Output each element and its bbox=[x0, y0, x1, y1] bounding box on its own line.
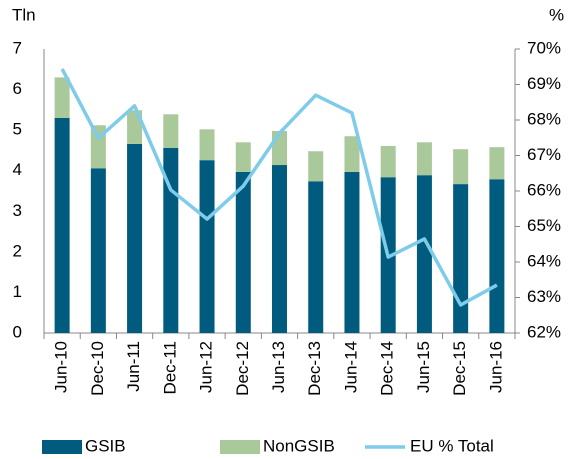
legend-label: EU % Total bbox=[410, 436, 494, 455]
bar-segment bbox=[54, 77, 70, 118]
x-tick-label: Dec-12 bbox=[233, 341, 252, 396]
bar-segment bbox=[235, 171, 251, 333]
bar-segment bbox=[416, 142, 432, 176]
bar-segment bbox=[344, 171, 360, 333]
x-tick-label: Dec-15 bbox=[450, 341, 469, 396]
bar-segment bbox=[54, 117, 70, 333]
y2-tick-label: 63% bbox=[527, 287, 561, 306]
y2-tick-label: 70% bbox=[527, 38, 561, 57]
y2-axis-title: % bbox=[549, 5, 564, 24]
bar-segment bbox=[272, 165, 287, 333]
y2-tick-label: 64% bbox=[527, 251, 561, 270]
bar-segment bbox=[199, 129, 215, 161]
x-tick-label: Jun-16 bbox=[486, 341, 505, 393]
bar-segment bbox=[489, 179, 505, 333]
legend-swatch bbox=[220, 440, 260, 454]
bar-segment bbox=[380, 145, 396, 178]
x-tick-label: Jun-11 bbox=[124, 341, 143, 392]
bar-segment bbox=[199, 160, 215, 333]
y-tick-label: 3 bbox=[13, 201, 22, 220]
bar-segment bbox=[308, 181, 324, 333]
bar-segment bbox=[235, 142, 251, 172]
bar-segment bbox=[344, 136, 360, 172]
x-tick-label: Jun-14 bbox=[341, 341, 360, 393]
bar-segment bbox=[453, 149, 469, 185]
line-series bbox=[60, 68, 498, 307]
x-tick-label: Dec-14 bbox=[378, 341, 397, 396]
y2-tick-label: 69% bbox=[527, 74, 561, 93]
x-tick-label: Jun-12 bbox=[197, 341, 216, 393]
y-tick-label: 2 bbox=[13, 241, 22, 260]
y2-tick-label: 62% bbox=[527, 322, 561, 341]
y-axis-title: Tln bbox=[12, 5, 36, 24]
x-tick-label: Jun-15 bbox=[414, 341, 433, 393]
x-tick-label: Dec-13 bbox=[305, 341, 324, 396]
y-tick-label: 1 bbox=[13, 282, 22, 301]
bar-segment bbox=[127, 143, 143, 333]
y2-tick-label: 66% bbox=[527, 180, 561, 199]
bar-segment bbox=[416, 175, 432, 333]
bar-segment bbox=[308, 151, 324, 182]
legend-label: NonGSIB bbox=[263, 436, 335, 455]
y2-tick-label: 67% bbox=[527, 145, 561, 164]
bar-segment bbox=[90, 168, 106, 333]
x-tick-label: Dec-11 bbox=[160, 341, 179, 395]
y-tick-label: 6 bbox=[13, 79, 22, 98]
x-tick-label: Dec-10 bbox=[88, 341, 107, 396]
bar-segment bbox=[453, 184, 469, 333]
legend-label: GSIB bbox=[85, 436, 126, 455]
bar-segment bbox=[489, 147, 505, 180]
y-tick-label: 4 bbox=[13, 160, 22, 179]
bar-segment bbox=[163, 114, 179, 148]
legend-swatch bbox=[42, 440, 82, 454]
x-tick-label: Jun-10 bbox=[52, 341, 71, 393]
y2-tick-label: 65% bbox=[527, 216, 561, 235]
y-tick-label: 5 bbox=[13, 120, 22, 139]
y2-tick-label: 68% bbox=[527, 109, 561, 128]
y-tick-label: 0 bbox=[13, 322, 22, 341]
y-tick-label: 7 bbox=[13, 38, 22, 57]
x-tick-label: Jun-13 bbox=[269, 341, 288, 393]
